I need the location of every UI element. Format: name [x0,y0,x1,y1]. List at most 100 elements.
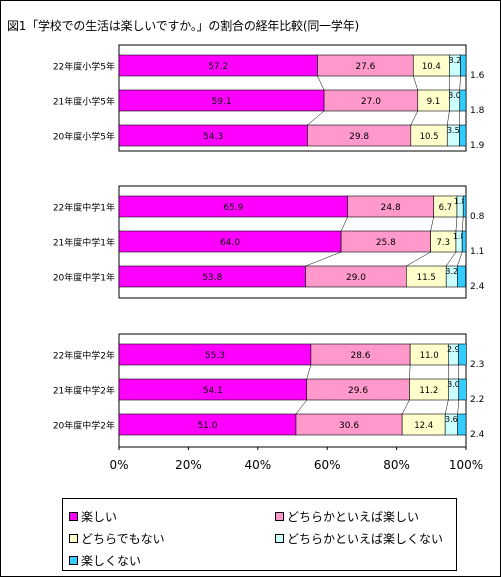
legend-item: どちらかといえば楽しい [275,508,419,525]
data-label: 27.0 [361,97,381,107]
series-line [295,399,307,415]
legend-item: どちらかといえば楽しくない [275,530,443,547]
data-label: 2.4 [470,282,485,292]
legend-label: どちらでもない [81,532,165,546]
data-label: 2.9 [447,345,460,354]
data-label: 25.8 [376,238,396,248]
category-label: 21年度中学2年 [53,385,115,397]
data-label: 64.0 [220,238,240,248]
x-tick-label: 40% [244,458,271,472]
series-line [401,399,410,415]
bar-segment [462,195,467,218]
series-line [410,110,418,126]
data-label: 1.8 [454,197,467,206]
legend-swatch [275,534,284,543]
series-line [430,216,434,232]
data-label: 3.0 [447,380,460,389]
series-line [461,216,464,232]
data-label: 10.5 [420,132,439,142]
data-label: 1.8 [470,106,485,116]
bar-segment [457,265,466,288]
legend-label: 楽しくない [81,554,142,568]
data-label: 0.8 [470,212,485,222]
category-label: 22年度中学1年 [53,202,115,214]
legend-swatch [275,512,284,521]
series-line [444,399,449,415]
data-label: 2.4 [470,430,485,440]
category-label: 21年度中学1年 [53,237,115,249]
data-label: 11.0 [420,351,439,361]
data-label: 30.6 [339,421,359,431]
legend-swatch [69,556,78,565]
series-line [317,75,325,91]
data-label: 53.8 [202,273,222,283]
series-line [446,251,457,267]
data-label: 55.3 [205,351,225,361]
data-label: 9.1 [427,97,441,107]
series-line [305,251,342,267]
category-label: 20年度小学5年 [53,131,115,143]
data-label: 57.2 [208,62,228,72]
legend: 楽しい どちらかといえば楽しいどちらでもない どちらかといえば楽しくない楽しくない [62,498,457,571]
data-label: 12.4 [414,421,433,431]
bar-segment [458,343,467,366]
category-label: 20年度中学1年 [53,272,115,284]
data-label: 1.6 [470,71,485,81]
chart-title: 図1「学校での生活は楽しいですか。」の割合の経年比較(同一学年) [7,19,360,33]
data-label: 29.8 [349,132,369,142]
category-label: 21年度小学5年 [53,96,115,108]
data-label: 54.3 [203,132,223,142]
data-label: 27.6 [355,62,375,72]
x-tick-label: 20% [175,458,202,472]
data-label: 3.2 [449,56,462,65]
data-label: 1.1 [470,247,484,257]
series-line [457,251,463,267]
x-tick-label: 80% [383,458,410,472]
data-label: 3.2 [445,267,458,276]
legend-swatch [69,534,78,543]
legend-swatch [69,512,78,521]
bar-segment [458,378,467,401]
series-line [307,110,325,126]
data-label: 51.0 [197,421,217,431]
data-label: 6.7 [439,203,453,213]
data-label: 3.6 [445,415,458,424]
data-label: 3.5 [447,126,460,135]
series-line [340,216,348,232]
series-line [447,110,450,126]
data-label: 54.1 [203,386,223,396]
series-line [409,364,411,380]
data-label: 28.6 [350,351,370,361]
data-label: 11.2 [419,386,438,396]
x-tick-label: 60% [314,458,341,472]
bar-segment [461,230,467,253]
legend-label: 楽しい [81,510,118,524]
legend-label: どちらかといえば楽しくない [287,532,444,546]
series-line [413,75,419,91]
legend-item: 楽しい [69,508,117,525]
data-label: 10.4 [422,62,441,72]
data-label: 29.0 [346,273,366,283]
bar-segment [459,124,467,147]
series-line [457,399,459,415]
category-label: 22年度中学2年 [53,350,115,362]
series-line [455,216,458,232]
data-label: 29.6 [348,386,368,396]
legend-item: 楽しくない [69,552,141,569]
data-label: 11.5 [417,273,436,283]
series-line [306,364,312,380]
data-label: 2.3 [470,360,484,370]
category-label: 22年度小学5年 [53,61,115,73]
series-line [406,251,431,267]
x-tick-label: 100% [449,458,483,472]
bar-segment [457,413,467,436]
legend-item: どちらでもない [69,530,165,547]
data-label: 1.8 [453,232,466,241]
data-label: 1.9 [470,141,485,151]
data-label: 59.1 [212,97,232,107]
category-label: 20年度中学2年 [53,420,115,432]
bar-segment [459,89,467,112]
x-tick-label: 0% [109,458,128,472]
